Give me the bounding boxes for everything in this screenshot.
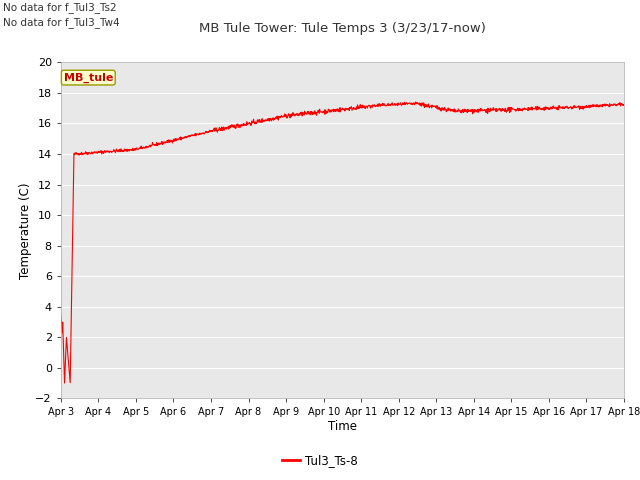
Tul3_Ts-8 [57, 312, 65, 317]
X-axis label: Time: Time [328, 420, 357, 433]
Tul3_Ts-8 [296, 110, 304, 116]
Tul3_Ts-8 [308, 110, 316, 116]
Tul3_Ts-8 [101, 148, 109, 154]
Text: No data for f_Tul3_Tw4: No data for f_Tul3_Tw4 [3, 17, 120, 28]
Text: MB Tule Tower: Tule Temps 3 (3/23/17-now): MB Tule Tower: Tule Temps 3 (3/23/17-now… [199, 22, 486, 35]
Y-axis label: Temperature (C): Temperature (C) [19, 182, 33, 279]
Text: MB_tule: MB_tule [63, 72, 113, 83]
Tul3_Ts-8 [620, 102, 628, 108]
Tul3_Ts-8 [318, 109, 326, 115]
Tul3_Ts-8 [61, 380, 68, 386]
Tul3_Ts-8 [124, 147, 131, 153]
Tul3_Ts-8 [412, 99, 419, 105]
Text: No data for f_Tul3_Ts2: No data for f_Tul3_Ts2 [3, 2, 117, 13]
Legend: Tul3_Ts-8: Tul3_Ts-8 [277, 449, 363, 472]
Line: Tul3_Ts-8: Tul3_Ts-8 [61, 102, 624, 383]
Tul3_Ts-8 [378, 101, 385, 107]
